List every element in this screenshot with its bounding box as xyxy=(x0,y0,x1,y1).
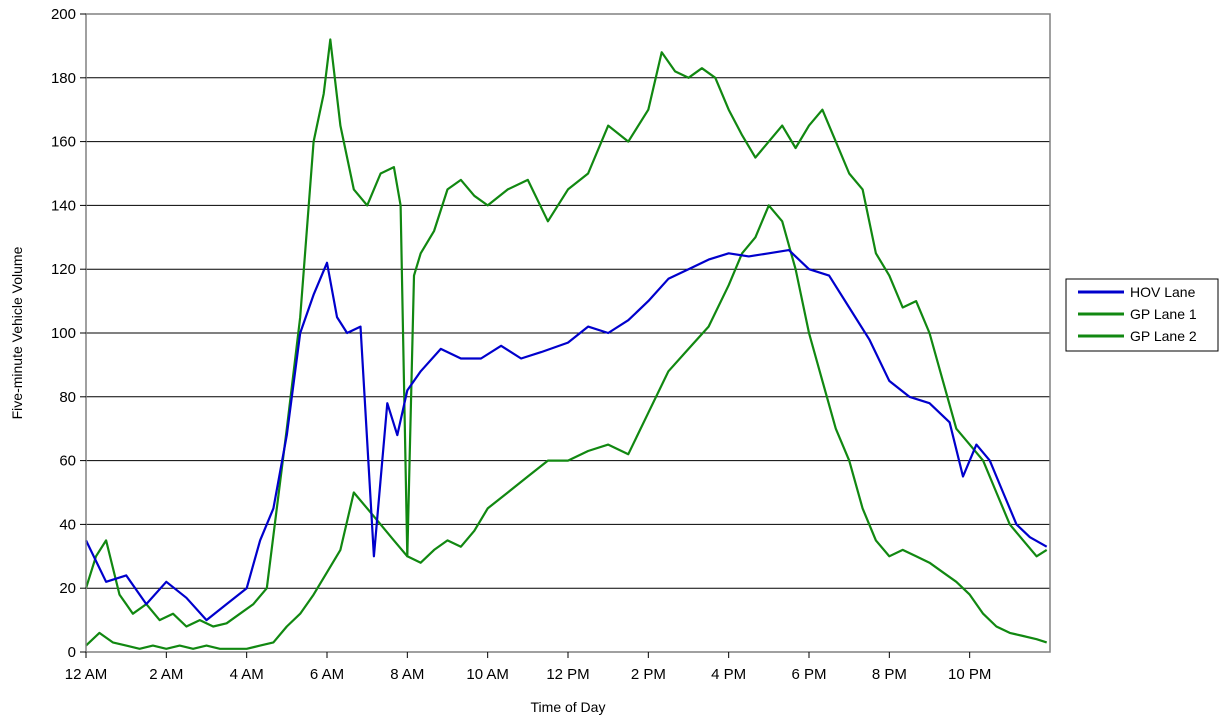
series-line-gp-lane-2 xyxy=(85,204,1048,650)
x-tick-label: 8 PM xyxy=(872,666,907,683)
x-tick-label: 6 AM xyxy=(310,666,344,683)
x-tick-label: 6 PM xyxy=(791,666,826,683)
grid-lines xyxy=(86,77,1050,589)
y-tick-label: 60 xyxy=(59,453,76,470)
x-tick-label: 10 PM xyxy=(948,666,991,683)
y-tick-label: 40 xyxy=(59,516,76,533)
x-axis-title: Time of Day xyxy=(531,699,606,715)
y-axis-ticks: 0 20 40 60 80 100 120 140 160 180 200 xyxy=(51,6,86,661)
y-tick-label: 180 xyxy=(51,70,76,87)
y-tick-label: 160 xyxy=(51,134,76,151)
y-tick-label: 20 xyxy=(59,580,76,597)
x-axis-ticks: 12 AM 2 AM 4 AM 6 AM 8 AM 10 AM 12 PM 2 PM 4 PM 6… xyxy=(65,652,991,683)
y-tick-label: 120 xyxy=(51,261,76,278)
x-tick-label: 4 AM xyxy=(230,666,264,683)
x-tick-label: 2 AM xyxy=(149,666,183,683)
legend-label: HOV Lane xyxy=(1130,284,1196,300)
y-tick-label: 80 xyxy=(59,389,76,406)
y-tick-label: 100 xyxy=(51,325,76,342)
x-tick-label: 4 PM xyxy=(711,666,746,683)
y-tick-label: 0 xyxy=(68,644,76,661)
legend: HOV Lane GP Lane 1 GP Lane 2 xyxy=(1065,278,1219,352)
x-tick-label: 12 AM xyxy=(65,666,108,683)
x-tick-label: 10 AM xyxy=(466,666,509,683)
x-tick-label: 12 PM xyxy=(546,666,589,683)
series-lines xyxy=(84,38,1048,650)
legend-label: GP Lane 2 xyxy=(1130,328,1197,344)
y-tick-label: 140 xyxy=(51,197,76,214)
x-tick-label: 2 PM xyxy=(631,666,666,683)
legend-label: GP Lane 1 xyxy=(1130,306,1197,322)
y-tick-label: 200 xyxy=(51,6,76,23)
y-axis-title: Five-minute Vehicle Volume xyxy=(9,246,25,419)
series-line-hov-lane xyxy=(85,249,1048,622)
series-line-gp-lane-1 xyxy=(84,38,1048,628)
x-tick-label: 8 AM xyxy=(390,666,424,683)
